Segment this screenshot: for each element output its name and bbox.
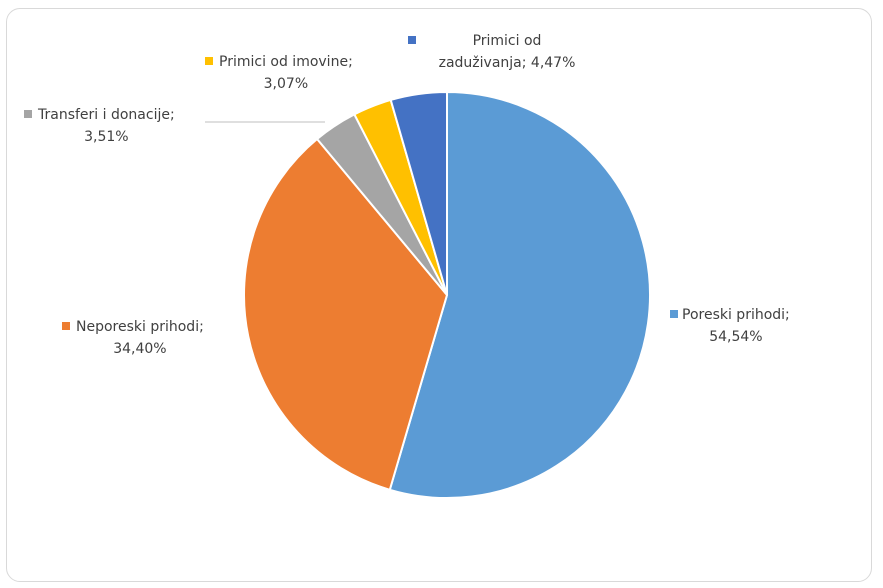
data-label-value-primici-od-zaduzivanja: zaduživanja; 4,47% bbox=[439, 55, 576, 71]
data-label-name-primici-od-imovine: Primici od imovine; bbox=[219, 54, 353, 70]
label-marker-neporeski-prihodi bbox=[62, 322, 70, 330]
data-label-value-neporeski-prihodi: 34,40% bbox=[113, 341, 166, 357]
data-label-name-transferi-i-donacije: Transferi i donacije; bbox=[37, 107, 175, 123]
pie-slices bbox=[243, 90, 651, 499]
data-label-value-primici-od-imovine: 3,07% bbox=[264, 76, 308, 92]
data-label-name-neporeski-prihodi: Neporeski prihodi; bbox=[76, 319, 204, 335]
label-marker-primici-od-zaduzivanja bbox=[408, 36, 416, 44]
label-marker-poreski-prihodi bbox=[670, 310, 678, 318]
label-marker-primici-od-imovine bbox=[205, 57, 213, 65]
pie-slice-primici-od-zaduzivanja bbox=[389, 90, 448, 296]
data-label-name-primici-od-zaduzivanja: Primici od bbox=[473, 33, 542, 49]
data-label-value-poreski-prihodi: 54,54% bbox=[709, 329, 762, 345]
label-marker-transferi-i-donacije bbox=[24, 110, 32, 118]
pie-slice-poreski-prihodi bbox=[388, 90, 651, 499]
data-label-value-transferi-i-donacije: 3,51% bbox=[84, 129, 128, 145]
pie-slice-neporeski-prihodi bbox=[243, 137, 449, 492]
data-label-name-poreski-prihodi: Poreski prihodi; bbox=[682, 307, 790, 323]
data-labels: Poreski prihodi; 54,54% Neporeski prihodi;… bbox=[24, 33, 790, 357]
